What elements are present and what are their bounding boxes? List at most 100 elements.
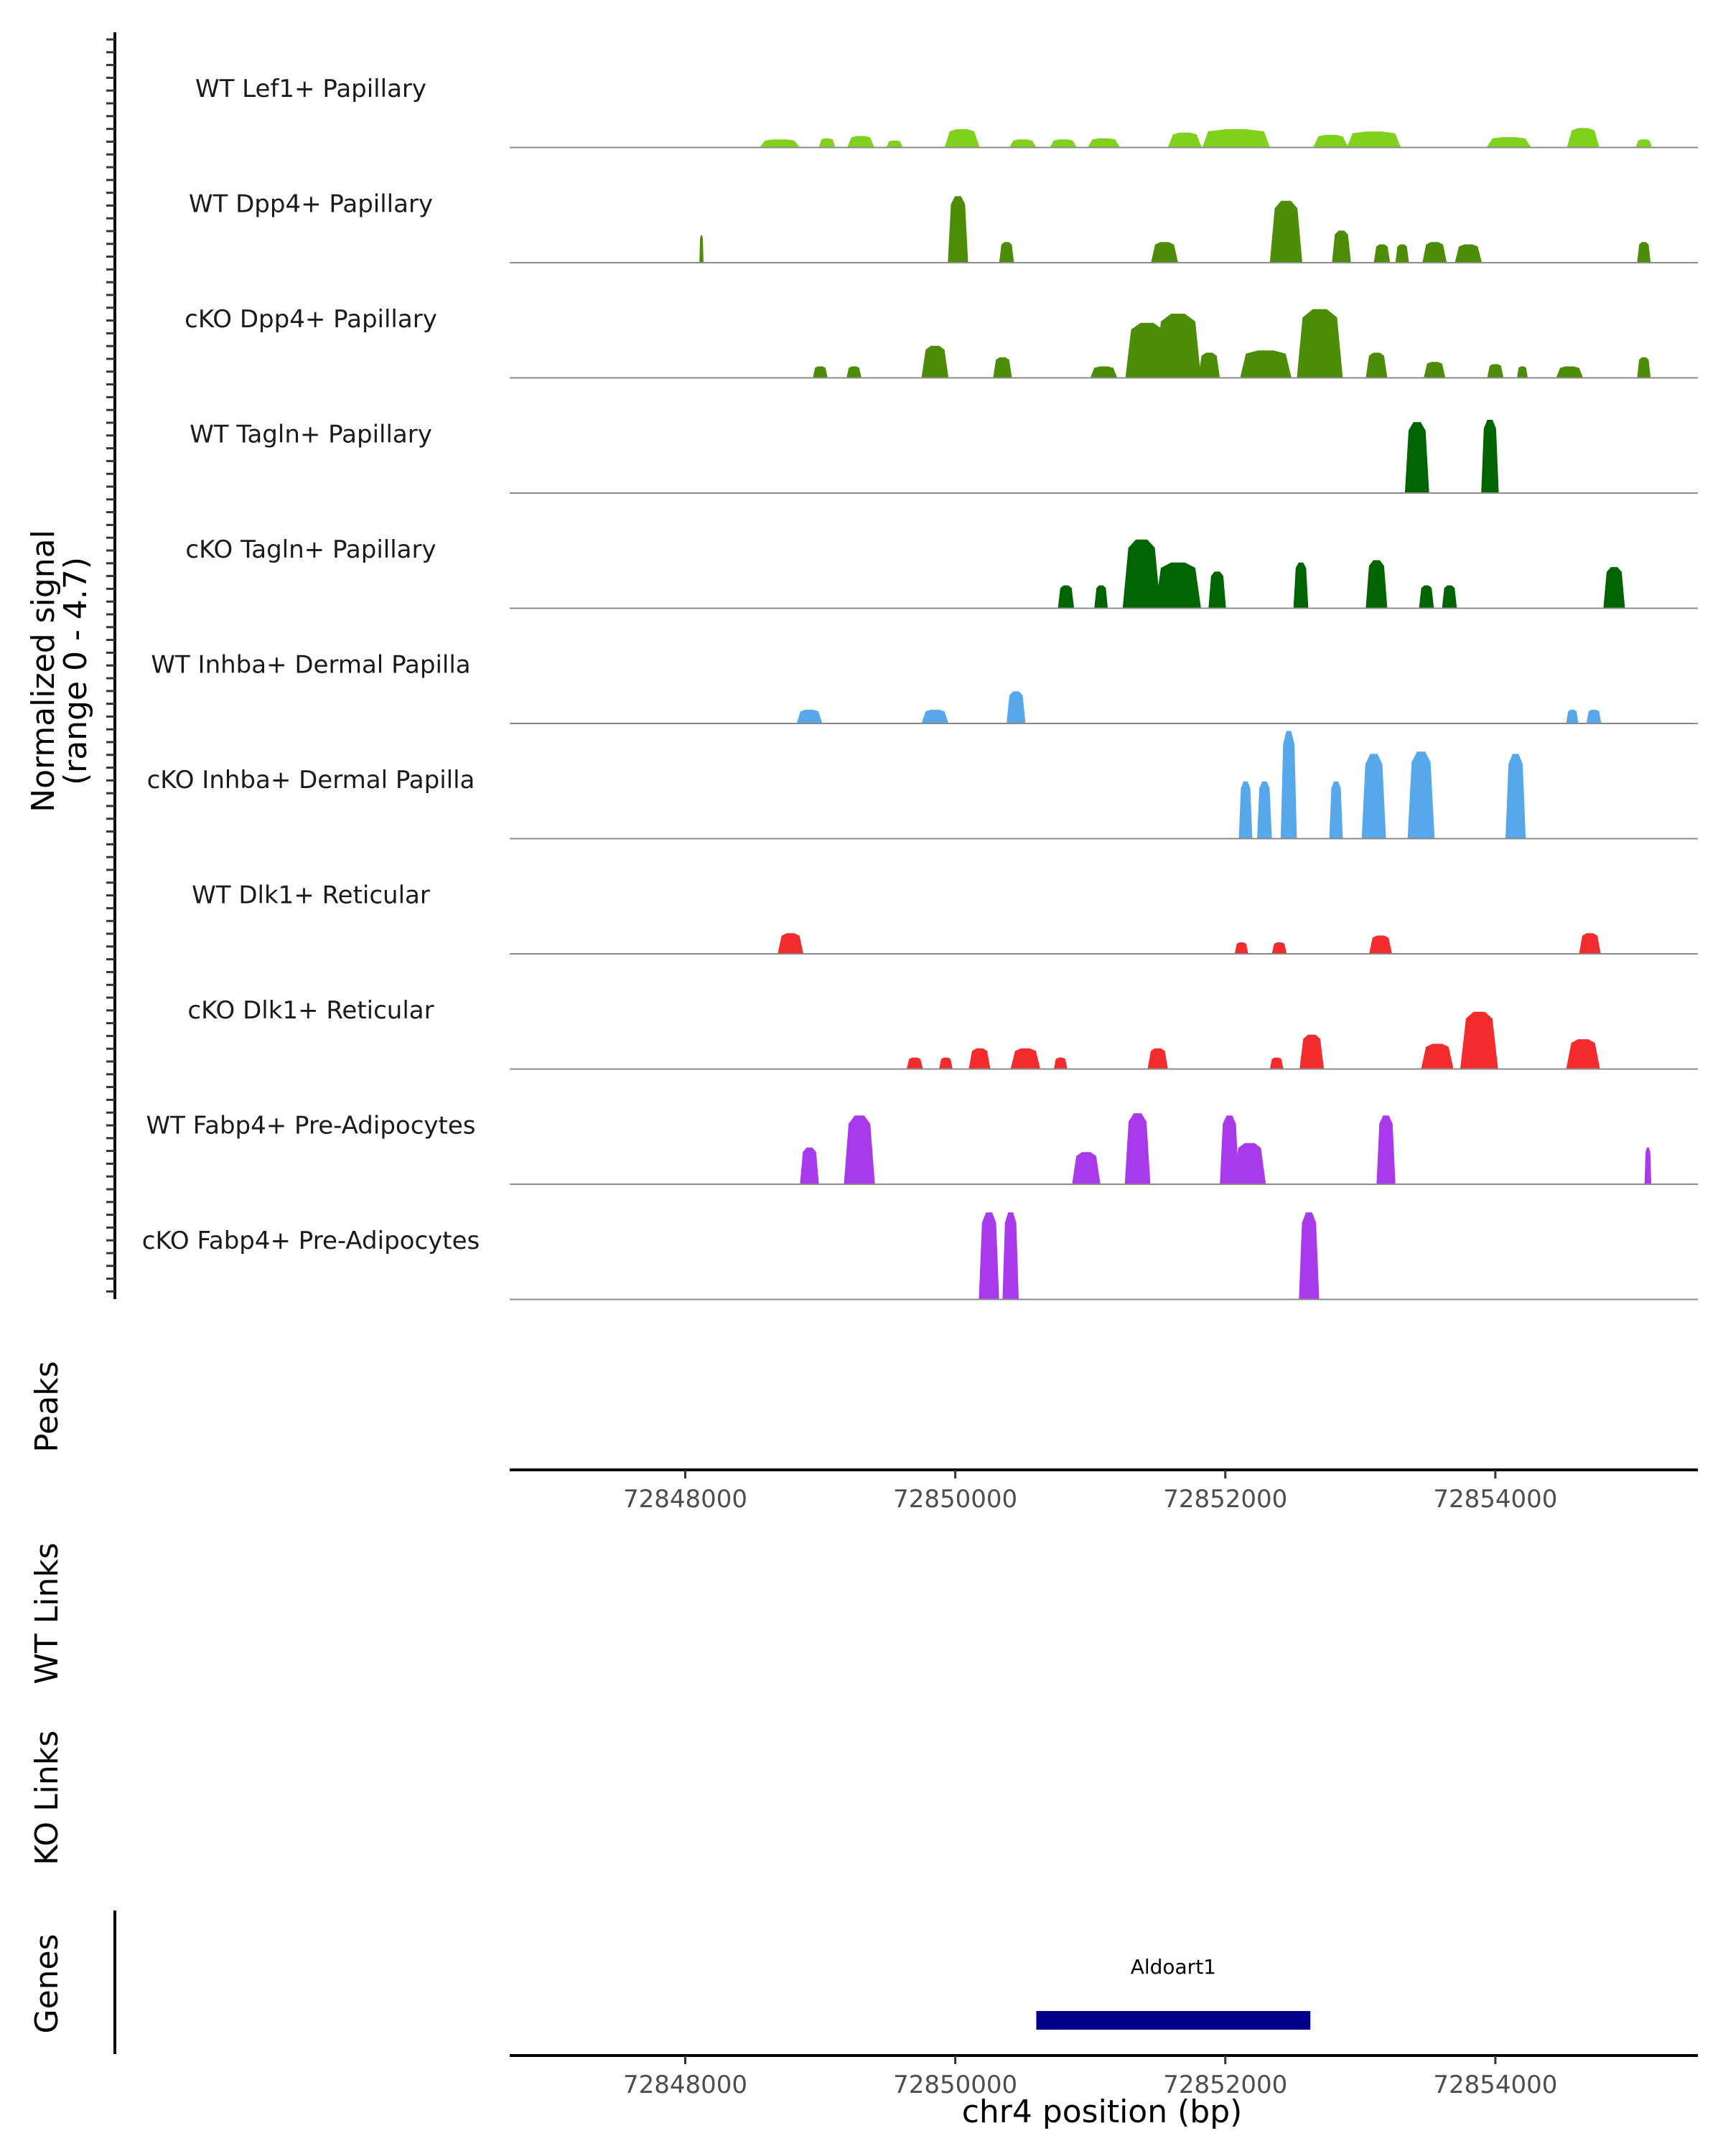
track-label: WT Dlk1+ Reticular	[192, 881, 430, 910]
signal-peak	[1198, 352, 1220, 378]
x-tick-label: 72848000	[623, 2071, 747, 2099]
signal-y-axis-range-label: (range 0 - 4.7)	[57, 557, 94, 785]
signal-peak	[796, 709, 823, 723]
signal-peak	[906, 1057, 923, 1069]
signal-peak	[1361, 754, 1386, 839]
signal-peak	[1404, 422, 1429, 493]
signal-peak	[1050, 139, 1077, 148]
track-6: WT Inhba+ Dermal Papilla	[151, 651, 1698, 724]
signal-peak	[1579, 933, 1601, 954]
signal-peak	[1347, 131, 1401, 148]
signal-peak	[1369, 935, 1392, 954]
signal-peak	[1566, 709, 1579, 723]
signal-y-ticks	[106, 38, 115, 1293]
x-tick-label: 72848000	[623, 1485, 747, 1514]
track-label: WT Tagln+ Papillary	[190, 421, 432, 449]
track-label: cKO Dpp4+ Papillary	[185, 305, 437, 334]
signal-peak	[948, 196, 968, 263]
signal-peak	[1007, 691, 1026, 723]
signal-peak	[1332, 230, 1351, 263]
peaks-track-label: Peaks	[29, 1361, 65, 1452]
signal-peak	[1202, 129, 1270, 148]
signal-peak	[1365, 352, 1388, 378]
signal-peak	[778, 933, 803, 954]
signal-peak	[1635, 139, 1653, 148]
x-axis-top: 72848000 72850000 72852000 72854000	[510, 1468, 1698, 1514]
signal-peak	[800, 1147, 819, 1184]
track-label: WT Fabp4+ Pre-Adipocytes	[146, 1112, 476, 1140]
wt-links-track-label: WT Links	[29, 1542, 65, 1684]
signal-peak	[1460, 1011, 1498, 1069]
signal-peak	[1233, 1143, 1266, 1184]
signal-peak	[999, 242, 1014, 263]
signal-peak	[1566, 1039, 1600, 1069]
signal-peak	[1421, 1044, 1454, 1069]
signal-peak	[1094, 585, 1108, 609]
track-10: WT Fabp4+ Pre-Adipocytes	[146, 1112, 1698, 1185]
signal-peak	[1151, 242, 1178, 263]
gene-body	[1036, 2011, 1311, 2030]
signal-peak	[1238, 781, 1253, 839]
signal-peak	[1644, 1147, 1652, 1184]
signal-peak	[921, 345, 949, 378]
signal-peak	[1269, 200, 1302, 263]
signal-peak	[1087, 138, 1121, 148]
gene-annotations: Aldoart1	[1036, 1955, 1311, 2030]
signal-peak	[993, 357, 1012, 378]
track-5: cKO Tagln+ Papillary	[185, 535, 1698, 609]
signal-peak	[1487, 364, 1504, 378]
track-label: cKO Tagln+ Papillary	[185, 535, 436, 564]
signal-peak	[939, 1057, 953, 1069]
signal-peak	[1072, 1152, 1101, 1184]
signal-peak	[1280, 731, 1297, 839]
signal-peak	[1147, 1048, 1168, 1069]
signal-peak	[1424, 362, 1446, 378]
track-7: cKO Inhba+ Dermal Papilla	[147, 731, 1698, 840]
coverage-tracks: WT Lef1+ Papillary WT Dpp4+ Papillary cKO …	[142, 75, 1698, 1300]
ko-links-track-label: KO Links	[29, 1730, 65, 1865]
signal-peak	[1155, 314, 1201, 378]
signal-peak	[1313, 134, 1348, 148]
signal-peak	[1208, 571, 1226, 609]
signal-peak	[1517, 366, 1528, 378]
x-tick-label: 72850000	[893, 2071, 1017, 2099]
signal-peak	[1454, 244, 1482, 263]
track-label: cKO Inhba+ Dermal Papilla	[147, 766, 475, 795]
signal-peak	[818, 138, 836, 148]
signal-peak	[699, 235, 704, 263]
signal-peak	[1124, 1113, 1151, 1184]
signal-peak	[1010, 1048, 1041, 1069]
signal-peak	[1269, 1057, 1284, 1069]
signal-peak	[1365, 560, 1388, 609]
track-label: cKO Fabp4+ Pre-Adipocytes	[142, 1227, 480, 1255]
signal-peak	[1299, 1212, 1320, 1300]
signal-peak	[759, 139, 800, 148]
signal-peak	[847, 136, 874, 148]
signal-peak	[886, 140, 903, 148]
x-tick-label: 72852000	[1163, 1485, 1287, 1514]
signal-peak	[813, 366, 828, 378]
signal-peak	[1220, 1115, 1239, 1184]
signal-peak	[1329, 781, 1343, 839]
gene-label: Aldoart1	[1131, 1955, 1216, 1979]
signal-peak	[1637, 357, 1651, 378]
signal-peak	[1299, 1034, 1325, 1069]
signal-peak	[1240, 350, 1292, 378]
track-label: WT Dpp4+ Papillary	[189, 190, 433, 219]
x-axis-bottom: 72848000 72850000 72852000 72854000	[510, 2054, 1698, 2099]
signal-peak	[968, 1048, 991, 1069]
x-tick-label: 72854000	[1433, 1485, 1557, 1514]
x-tick-label: 72850000	[893, 1485, 1017, 1514]
signal-peak	[979, 1212, 999, 1300]
signal-peak	[1556, 366, 1584, 378]
signal-peak	[1442, 585, 1457, 609]
track-8: WT Dlk1+ Reticular	[192, 881, 1698, 955]
signal-peak	[1481, 419, 1499, 493]
signal-peak	[1257, 781, 1272, 839]
signal-peak	[921, 709, 949, 723]
signal-peak	[1373, 244, 1391, 263]
track-3: cKO Dpp4+ Papillary	[185, 305, 1698, 379]
signal-peak	[1586, 709, 1602, 723]
